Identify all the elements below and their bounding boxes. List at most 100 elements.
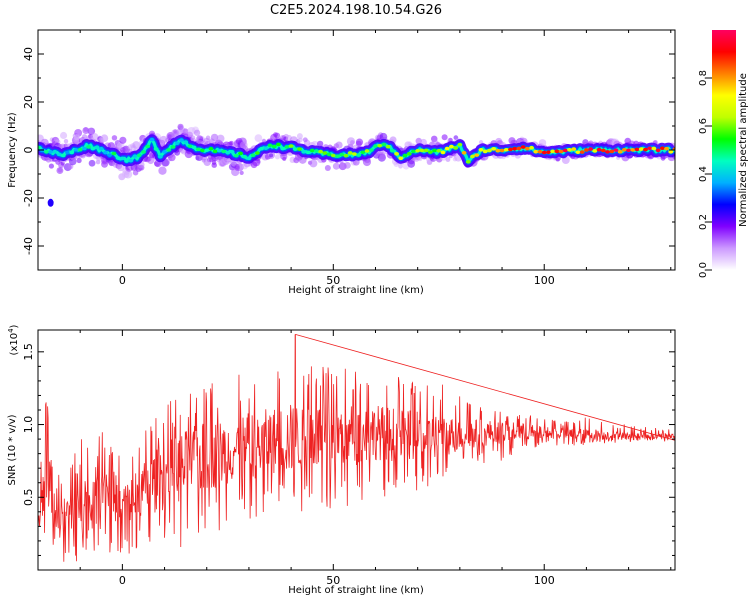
heatmap-cell bbox=[482, 149, 488, 154]
heatmap-cell bbox=[379, 132, 388, 141]
heatmap-cell bbox=[280, 146, 286, 151]
heatmap-cell bbox=[274, 132, 281, 139]
heatmap-cell bbox=[233, 153, 239, 158]
heatmap-cell bbox=[621, 147, 627, 152]
colorbar-tick-label: 0.4 bbox=[698, 166, 709, 182]
snr-y-multiplier: (x104) bbox=[7, 324, 20, 355]
heatmap-cell bbox=[520, 145, 526, 149]
heatmap-cell bbox=[630, 148, 636, 152]
snr-y-multiplier-exponent: 4 bbox=[7, 328, 15, 333]
heatmap-cell bbox=[69, 150, 75, 155]
y-tick-label: 20 bbox=[22, 95, 35, 109]
heatmap-cell bbox=[486, 148, 492, 153]
x-tick-label: 0 bbox=[119, 574, 126, 587]
heatmap-cell bbox=[191, 145, 197, 150]
heatmap-cell bbox=[128, 158, 134, 163]
y-tick-label: -20 bbox=[22, 189, 35, 207]
heatmap-cell bbox=[170, 145, 176, 149]
heatmap-cell bbox=[423, 148, 429, 153]
x-tick-label: 0 bbox=[119, 274, 126, 287]
heatmap-cell bbox=[86, 145, 92, 149]
heatmap-cell bbox=[355, 138, 364, 146]
heatmap-cell bbox=[368, 148, 374, 152]
heatmap-cell bbox=[470, 154, 475, 159]
heatmap-cell bbox=[309, 159, 318, 168]
heatmap-cell bbox=[38, 145, 41, 150]
heatmap-cell bbox=[351, 152, 357, 156]
heatmap-cell bbox=[418, 156, 423, 162]
heatmap-cell bbox=[651, 146, 657, 151]
heatmap-cell bbox=[558, 149, 564, 154]
heatmap-cell bbox=[292, 147, 298, 151]
heatmap-cell bbox=[288, 144, 294, 148]
heatmap-cell bbox=[613, 148, 619, 152]
spectrogram-x-axis-label: Height of straight line (km) bbox=[288, 285, 424, 296]
heatmap-cell bbox=[343, 153, 349, 158]
heatmap-cell bbox=[668, 150, 674, 154]
heatmap-cell bbox=[322, 151, 328, 155]
heatmap-cell bbox=[242, 155, 248, 159]
heatmap-cell bbox=[212, 149, 218, 154]
heatmap-cell bbox=[235, 163, 244, 172]
heatmap-cell bbox=[356, 153, 362, 157]
heatmap-cell bbox=[440, 150, 446, 155]
heatmap-cell bbox=[411, 149, 416, 154]
heatmap-cell bbox=[48, 163, 55, 169]
heatmap-cell bbox=[179, 138, 184, 142]
heatmap-cell bbox=[318, 149, 324, 154]
heatmap-cell bbox=[60, 153, 66, 158]
heatmap-cell bbox=[263, 146, 269, 151]
snr-panel: 0 50 100 0.5 1.0 1.5 Height of straight line … bbox=[7, 324, 676, 596]
snr-frame bbox=[37, 329, 676, 571]
heatmap-cell bbox=[87, 128, 94, 134]
x-tick-label: 50 bbox=[326, 274, 340, 287]
heatmap-cell bbox=[461, 151, 467, 155]
heatmap-cell bbox=[546, 150, 551, 155]
heatmap-cell bbox=[584, 148, 589, 152]
heatmap-cell bbox=[149, 137, 155, 142]
x-tick-label: 50 bbox=[326, 574, 340, 587]
heatmap-cell bbox=[250, 153, 256, 158]
heatmap-cell bbox=[554, 149, 560, 154]
colorbar-tick-label: 0.6 bbox=[698, 118, 709, 134]
heatmap-cell bbox=[216, 134, 225, 143]
y-tick-label: 0.5 bbox=[22, 489, 35, 507]
heatmap-cell bbox=[100, 138, 105, 143]
heatmap-cell bbox=[541, 150, 547, 155]
spectrogram-axis-ticks: 0 50 100 -40 -20 0 20 40 bbox=[22, 29, 675, 287]
heatmap-cell bbox=[316, 140, 324, 148]
heatmap-cell bbox=[271, 144, 277, 149]
colorbar-gradient bbox=[712, 30, 736, 270]
heatmap-isolated-patch bbox=[47, 198, 54, 207]
heatmap-cell bbox=[302, 137, 308, 143]
x-tick-label: 100 bbox=[534, 574, 555, 587]
heatmap-cell bbox=[56, 152, 62, 157]
heatmap-cell bbox=[174, 141, 180, 145]
heatmap-cell bbox=[664, 146, 669, 151]
heatmap-cell bbox=[208, 146, 214, 151]
heatmap-cell bbox=[183, 140, 189, 144]
y-tick-label: 1.5 bbox=[22, 343, 35, 361]
heatmap-cell bbox=[103, 150, 108, 155]
heatmap-cell bbox=[119, 136, 127, 144]
heatmap-cell bbox=[239, 170, 244, 176]
heatmap-cell bbox=[229, 140, 234, 146]
heatmap-cell bbox=[550, 149, 556, 154]
heatmap-cell bbox=[314, 149, 319, 153]
y-tick-label: -40 bbox=[22, 237, 35, 255]
heatmap-cell bbox=[141, 150, 146, 154]
snr-series-line bbox=[38, 333, 675, 562]
y-tick-label: 40 bbox=[22, 47, 35, 61]
snr-y-multiplier-base: (x10 bbox=[9, 333, 20, 356]
heatmap-cell bbox=[567, 147, 572, 152]
heatmap-cell bbox=[284, 145, 290, 149]
heatmap-cell bbox=[296, 133, 303, 140]
heatmap-cell bbox=[239, 141, 248, 149]
heatmap-cell bbox=[364, 149, 370, 153]
snr-line bbox=[38, 333, 675, 562]
heatmap-cell bbox=[555, 157, 560, 162]
heatmap-cell bbox=[643, 147, 648, 152]
heatmap-cell bbox=[269, 153, 274, 158]
heatmap-cell bbox=[638, 147, 644, 151]
